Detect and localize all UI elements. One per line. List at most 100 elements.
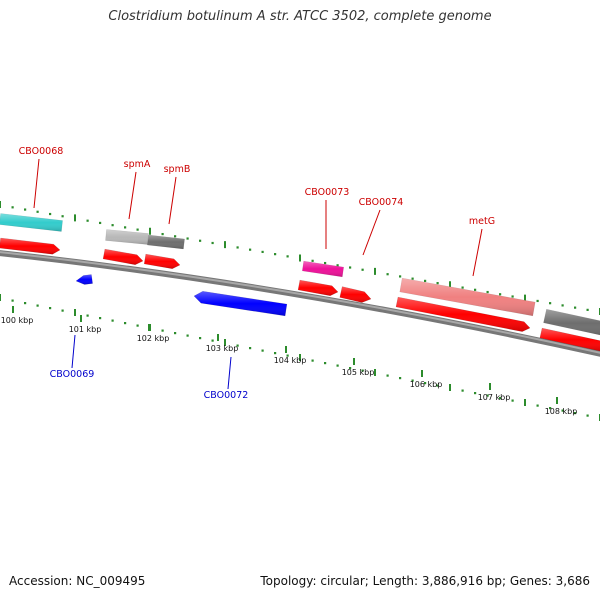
scale-ticks: 100 kbp 101 kbp 102 kbp 103 kbp 104 kbp 105 k…	[1, 306, 577, 416]
gene-spmb-label[interactable]: spmB	[164, 164, 191, 175]
inner-track-dot	[499, 397, 502, 400]
scale-tick-label: 100 kbp	[1, 316, 34, 325]
outer-track-dot	[586, 308, 589, 311]
outer-track-dot	[549, 302, 552, 305]
gene-metg-label[interactable]: metG	[469, 216, 495, 227]
inner-track-dot	[61, 309, 64, 312]
inner-track-dot	[24, 302, 27, 305]
outer-track-dot	[386, 273, 389, 276]
inner-track-dot	[474, 392, 477, 395]
inner-track-dot	[174, 332, 177, 335]
outer-track-dot	[511, 295, 514, 298]
inner-track-dot	[261, 349, 264, 352]
scale-tick-label: 105 kbp	[342, 368, 375, 377]
cds-cbo0073-arrow-shading	[298, 280, 338, 296]
outer-track-dot	[124, 226, 127, 229]
cds-cbo0068-arrow-shading	[0, 238, 60, 255]
gene-spmb-shading	[147, 235, 185, 249]
outer-track-dot	[11, 206, 14, 209]
gene-spma-shading	[105, 229, 149, 245]
outer-track-dot	[199, 239, 202, 242]
inner-track-dot	[236, 344, 239, 347]
outer-track-dot	[261, 250, 264, 254]
inner-track-dot	[486, 394, 489, 397]
inner-track-dot	[274, 352, 277, 355]
outer-track-dot	[436, 282, 439, 285]
gene-cbo0074-leader-line	[362, 209, 381, 256]
outer-track-dot	[249, 248, 252, 251]
inner-track-dot	[36, 304, 39, 307]
gene-cbo0069-label[interactable]: CBO0069	[50, 369, 95, 380]
outer-track-dot	[211, 241, 214, 245]
gene-cbo0074-shading	[339, 286, 371, 303]
outer-track-dot	[474, 288, 477, 291]
outer-track-dot	[411, 277, 414, 280]
inner-track-dot	[411, 379, 414, 382]
gene-cbo0073-shading	[302, 261, 344, 277]
outer-track-dot	[461, 286, 464, 289]
outer-track-dot	[136, 228, 139, 231]
inner-track-dot	[386, 374, 389, 377]
inner-track-dot	[361, 369, 364, 372]
genome-stats-label: Topology: circular; Length: 3,886,916 bp…	[260, 574, 590, 588]
map-title: Clostridium botulinum A str. ATCC 3502, …	[108, 9, 492, 24]
genome-backbone-highlight	[0, 251, 600, 354]
scale-tick-label: 103 kbp	[206, 344, 239, 353]
outer-track-dot	[561, 304, 564, 307]
inner-track-dot	[461, 389, 464, 392]
inner-track-dot	[349, 367, 352, 370]
inner-track-dot	[536, 404, 539, 407]
outer-track-dot	[324, 261, 327, 265]
inner-track-dot	[11, 299, 14, 302]
gene-spma-label[interactable]: spmA	[124, 159, 151, 170]
inner-track-dot	[574, 412, 577, 415]
inner-track-dot	[336, 364, 339, 367]
outer-track-dot	[86, 219, 89, 222]
gene-next-gene-shading	[543, 309, 600, 335]
accession-label: Accession: NC_009495	[9, 574, 146, 588]
gene-callouts: CBO0068 spmA spmB CBO0069 CBO0072 CBO0073 CBO0…	[19, 146, 495, 401]
gene-cbo0072-label[interactable]: CBO0072	[204, 390, 249, 401]
inner-track-dot	[199, 337, 202, 340]
gene-cbo0072-shading	[194, 291, 287, 316]
scale-tick-label: 107 kbp	[478, 393, 511, 402]
gene-cbo0068-label[interactable]: CBO0068	[19, 146, 64, 157]
outer-track-dot	[574, 306, 577, 309]
inner-track-dot	[161, 329, 164, 332]
gene-spmb-leader-line	[168, 176, 177, 225]
inner-track-dot	[424, 382, 427, 385]
outer-track-dot	[174, 235, 177, 238]
gene-cbo0074-label[interactable]: CBO0074	[359, 197, 404, 208]
inner-track-dot	[99, 317, 102, 320]
inner-track-dot	[561, 409, 564, 412]
gene-metg-leader-line	[472, 228, 483, 277]
outer-track-dot	[361, 268, 364, 271]
inner-track-dot	[211, 339, 214, 342]
outer-track-dot	[186, 237, 189, 240]
inner-track-dot	[586, 414, 589, 417]
outer-track-dot	[399, 275, 402, 278]
inner-track-dot	[186, 334, 189, 337]
gene-metg-shading	[399, 278, 536, 316]
inner-track-dot	[86, 314, 89, 317]
gene-cbo0072-leader-line	[227, 356, 232, 390]
gene-cbo0068-shading	[0, 213, 63, 232]
inner-track-dot	[511, 399, 514, 402]
outer-track-dot	[61, 215, 64, 218]
outer-track-dot	[486, 290, 489, 294]
outer-track-dot	[24, 208, 27, 211]
outer-track-dot	[536, 299, 539, 303]
gene-cbo0069-leader-line	[71, 334, 76, 369]
outer-track-dot	[99, 221, 102, 225]
outer-track-dot	[424, 279, 427, 282]
gene-spma-leader-line	[128, 171, 137, 220]
scale-tick-label: 104 kbp	[274, 356, 307, 365]
inner-track-dot	[111, 319, 114, 322]
outer-track-dot	[49, 212, 52, 216]
scale-tick-label: 101 kbp	[69, 325, 102, 334]
cds-spma-arrow-shading	[103, 249, 143, 265]
outer-track-dot	[161, 232, 164, 236]
inner-track-dot	[324, 362, 327, 365]
gene-track	[0, 213, 600, 352]
gene-cbo0073-label[interactable]: CBO0073	[305, 187, 350, 198]
